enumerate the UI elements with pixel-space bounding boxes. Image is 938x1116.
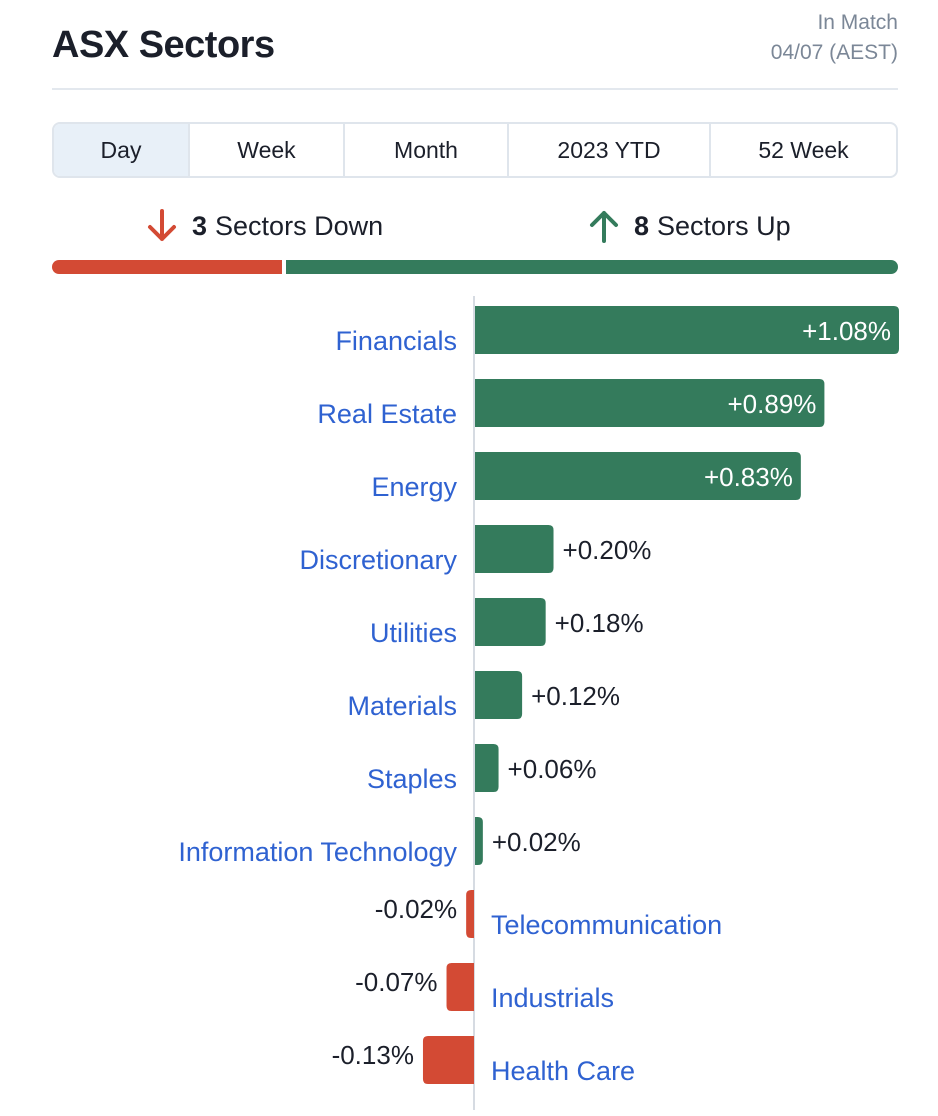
sector-row[interactable]: Materials +0.12%: [347, 671, 620, 721]
sector-row[interactable]: Staples +0.06%: [367, 744, 597, 794]
tab-52-week[interactable]: 52 Week: [758, 136, 849, 163]
bar-energy[interactable]: [475, 452, 801, 500]
market-status: In Match 04/07 (AEST): [771, 8, 898, 68]
sectors-up-count: 8: [634, 210, 650, 241]
sector-label[interactable]: Information Technology: [178, 837, 457, 867]
bar-information-technology[interactable]: [475, 817, 483, 865]
value-label: -0.07%: [355, 967, 437, 997]
sector-label[interactable]: Staples: [367, 764, 457, 794]
ratio-up-segment: [286, 260, 898, 274]
value-label: +0.83%: [704, 462, 793, 492]
tab-2023-ytd[interactable]: 2023 YTD: [509, 124, 711, 176]
value-label: -0.02%: [375, 894, 457, 924]
sectors-down-count: 3: [192, 210, 208, 241]
value-label: +0.06%: [508, 754, 597, 784]
bar-utilities[interactable]: [475, 598, 546, 646]
value-label: +0.12%: [531, 681, 620, 711]
bar-industrials[interactable]: [446, 963, 474, 1011]
market-status-text: In Match: [817, 11, 898, 34]
sectors-down-label: Sectors Down: [215, 210, 384, 241]
sector-row[interactable]: Energy +0.83%: [371, 452, 801, 502]
sector-row[interactable]: Industrials -0.07%: [355, 963, 614, 1013]
value-label: +0.18%: [555, 608, 644, 638]
sector-label[interactable]: Energy: [371, 472, 457, 502]
sector-label[interactable]: Telecommunication: [491, 910, 722, 940]
value-label: +0.02%: [492, 827, 581, 857]
arrow-up-icon: [590, 211, 618, 243]
tab-day[interactable]: Day: [54, 124, 190, 176]
sector-label[interactable]: Industrials: [491, 983, 614, 1013]
bar-health-care[interactable]: [422, 1036, 474, 1084]
sector-row[interactable]: Real Estate +0.89%: [317, 379, 825, 429]
sector-row[interactable]: Discretionary +0.20%: [299, 525, 651, 575]
value-label: -0.13%: [332, 1040, 414, 1070]
ratio-down-segment: [52, 260, 282, 274]
tab-week[interactable]: Week: [190, 124, 345, 176]
sector-row[interactable]: Health Care -0.13%: [332, 1036, 636, 1086]
bar-financials[interactable]: [475, 306, 899, 354]
sector-label[interactable]: Health Care: [491, 1056, 635, 1086]
bar-discretionary[interactable]: [475, 525, 554, 573]
header-divider: [52, 88, 898, 90]
value-label: +0.20%: [563, 535, 652, 565]
sector-label[interactable]: Utilities: [370, 618, 457, 648]
arrow-down-icon: [148, 209, 176, 241]
bar-telecommunication[interactable]: [466, 890, 474, 938]
tab-month[interactable]: Month: [345, 124, 509, 176]
bar-materials[interactable]: [475, 671, 523, 719]
sector-label[interactable]: Materials: [347, 691, 457, 721]
sector-row[interactable]: Telecommunication -0.02%: [375, 890, 722, 940]
value-label: +1.08%: [802, 316, 891, 346]
sectors-up-label: Sectors Up: [657, 210, 791, 241]
sector-row[interactable]: Information Technology +0.02%: [178, 817, 581, 867]
value-label: +0.89%: [728, 389, 817, 419]
period-tabs: Day Week Month 2023 YTD 52 Week: [52, 122, 898, 178]
bar-staples[interactable]: [475, 744, 499, 792]
page-title: ASX Sectors: [52, 24, 275, 66]
sector-label[interactable]: Discretionary: [299, 545, 457, 575]
bar-real-estate[interactable]: [475, 379, 825, 427]
sectors-up-summary: 8 Sectors Up: [588, 208, 791, 244]
sector-row[interactable]: Financials +1.08%: [335, 306, 899, 356]
sector-row[interactable]: Utilities +0.18%: [370, 598, 644, 648]
market-date: 04/07 (AEST): [770, 41, 898, 64]
sectors-down-summary: 3 Sectors Down: [146, 208, 383, 244]
up-down-ratio-bar: [52, 260, 898, 274]
sector-label[interactable]: Real Estate: [317, 399, 457, 429]
sector-label[interactable]: Financials: [335, 326, 457, 356]
